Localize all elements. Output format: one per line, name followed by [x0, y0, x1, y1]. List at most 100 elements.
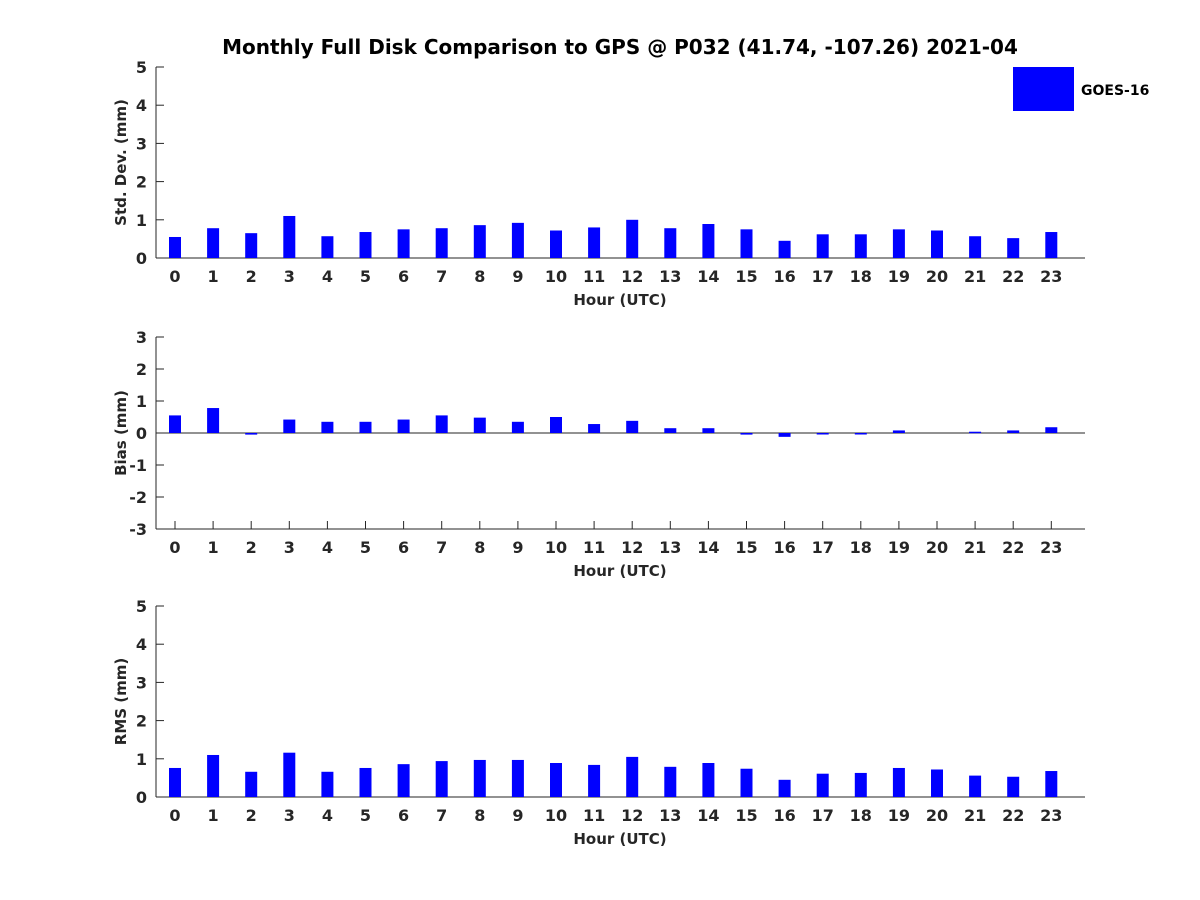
bias-x-tick-label: 3: [284, 538, 295, 557]
rms-bar: [931, 769, 943, 797]
std-dev-bar: [435, 228, 448, 258]
bias-x-tick-label: 8: [474, 538, 485, 557]
std-dev-x-tick-label: 4: [322, 267, 333, 286]
rms-y-tick-label: 3: [136, 673, 147, 692]
rms-bar: [626, 756, 639, 797]
std-dev-y-axis-label: Std. Dev. (mm): [112, 99, 130, 226]
legend-label: GOES-16: [1081, 83, 1149, 99]
bias-bar: [1045, 427, 1058, 433]
bias-bar: [283, 419, 296, 433]
std-dev-x-tick-label: 22: [1002, 267, 1024, 286]
bias-x-tick-label: 6: [398, 538, 409, 557]
bias-bar: [854, 433, 867, 435]
bias-y-tick-label: -3: [129, 520, 147, 539]
rms-bar: [1045, 771, 1058, 797]
bias-bar: [169, 415, 181, 433]
bias-bar: [245, 433, 258, 435]
std-dev-x-tick-label: 18: [850, 267, 872, 286]
std-dev-bar: [1007, 238, 1020, 258]
std-dev-bar: [321, 236, 334, 258]
std-dev-x-tick-label: 19: [888, 267, 910, 286]
std-dev-bar: [816, 234, 829, 258]
std-dev-bar: [283, 215, 296, 258]
rms-x-tick-label: 11: [583, 806, 605, 825]
rms-bar: [892, 767, 905, 797]
bias-x-tick-label: 19: [888, 538, 910, 557]
bias-bar: [740, 433, 753, 435]
bias-y-tick-label: -2: [129, 488, 147, 507]
rms-x-tick-label: 22: [1002, 806, 1024, 825]
std-dev-bar: [511, 222, 524, 258]
std-dev-y-tick-label: 3: [136, 134, 147, 153]
rms-x-axis-label: Hour (UTC): [573, 830, 666, 848]
rms-bar: [588, 764, 601, 797]
bias-bar: [207, 408, 220, 433]
std-dev-y-tick-label: 2: [136, 173, 147, 192]
rms-x-tick-label: 23: [1040, 806, 1062, 825]
rms-x-tick-label: 8: [474, 806, 485, 825]
rms-bar: [816, 773, 829, 797]
std-dev-x-tick-label: 15: [735, 267, 757, 286]
bias-bar: [702, 428, 715, 433]
bias-x-tick-label: 12: [621, 538, 643, 557]
bias-bar: [892, 430, 905, 433]
bias-x-tick-label: 0: [169, 538, 180, 557]
std-dev-x-tick-label: 21: [964, 267, 986, 286]
std-dev-y-tick-label: 4: [136, 96, 147, 115]
rms-bar: [1007, 776, 1020, 797]
rms-x-tick-label: 18: [850, 806, 872, 825]
bias-bar: [1007, 430, 1020, 433]
std-dev-x-tick-label: 2: [246, 267, 257, 286]
std-dev-bar: [626, 219, 639, 258]
rms-x-tick-label: 4: [322, 806, 333, 825]
std-dev-bar: [892, 229, 905, 258]
bias-bar: [321, 421, 334, 433]
rms-x-tick-label: 19: [888, 806, 910, 825]
std-dev-x-tick-label: 3: [284, 267, 295, 286]
std-dev-x-tick-label: 12: [621, 267, 643, 286]
rms-bar: [702, 763, 715, 797]
std-dev-x-tick-label: 11: [583, 267, 605, 286]
rms-x-tick-label: 21: [964, 806, 986, 825]
rms-x-tick-label: 15: [735, 806, 757, 825]
rms-bar: [550, 763, 562, 797]
bias-bar: [626, 420, 639, 433]
std-dev-bar: [969, 236, 982, 258]
bias-x-tick-label: 5: [360, 538, 371, 557]
std-dev-bar: [169, 236, 181, 258]
bias-bar: [397, 419, 410, 433]
rms-x-tick-label: 20: [926, 806, 948, 825]
chart-title: Monthly Full Disk Comparison to GPS @ P0…: [222, 35, 1018, 59]
rms-x-tick-label: 14: [697, 806, 719, 825]
std-dev-x-tick-label: 6: [398, 267, 409, 286]
bias-x-tick-label: 7: [436, 538, 447, 557]
rms-x-tick-label: 5: [360, 806, 371, 825]
std-dev-bar: [473, 225, 486, 258]
rms-y-tick-label: 5: [136, 597, 147, 616]
bias-x-tick-label: 10: [545, 538, 567, 557]
std-dev-x-tick-label: 13: [659, 267, 681, 286]
std-dev-bar: [778, 240, 791, 258]
rms-bar: [511, 759, 524, 797]
bias-bar: [473, 417, 486, 433]
bias-x-tick-label: 9: [512, 538, 523, 557]
bias-x-tick-label: 2: [246, 538, 257, 557]
rms-bar: [359, 767, 372, 797]
std-dev-x-tick-label: 5: [360, 267, 371, 286]
bias-y-tick-label: 3: [136, 328, 147, 347]
rms-y-tick-label: 0: [136, 788, 147, 807]
bias-x-tick-label: 16: [773, 538, 795, 557]
rms-x-tick-label: 6: [398, 806, 409, 825]
bias-x-tick-label: 23: [1040, 538, 1062, 557]
rms-x-tick-label: 7: [436, 806, 447, 825]
rms-x-tick-label: 3: [284, 806, 295, 825]
std-dev-bar: [740, 229, 753, 258]
std-dev-bar: [245, 233, 258, 258]
std-dev-bar: [397, 229, 410, 258]
bias-bar: [511, 421, 524, 433]
std-dev-y-tick-label: 0: [136, 249, 147, 268]
std-dev-y-tick-label: 1: [136, 211, 147, 230]
